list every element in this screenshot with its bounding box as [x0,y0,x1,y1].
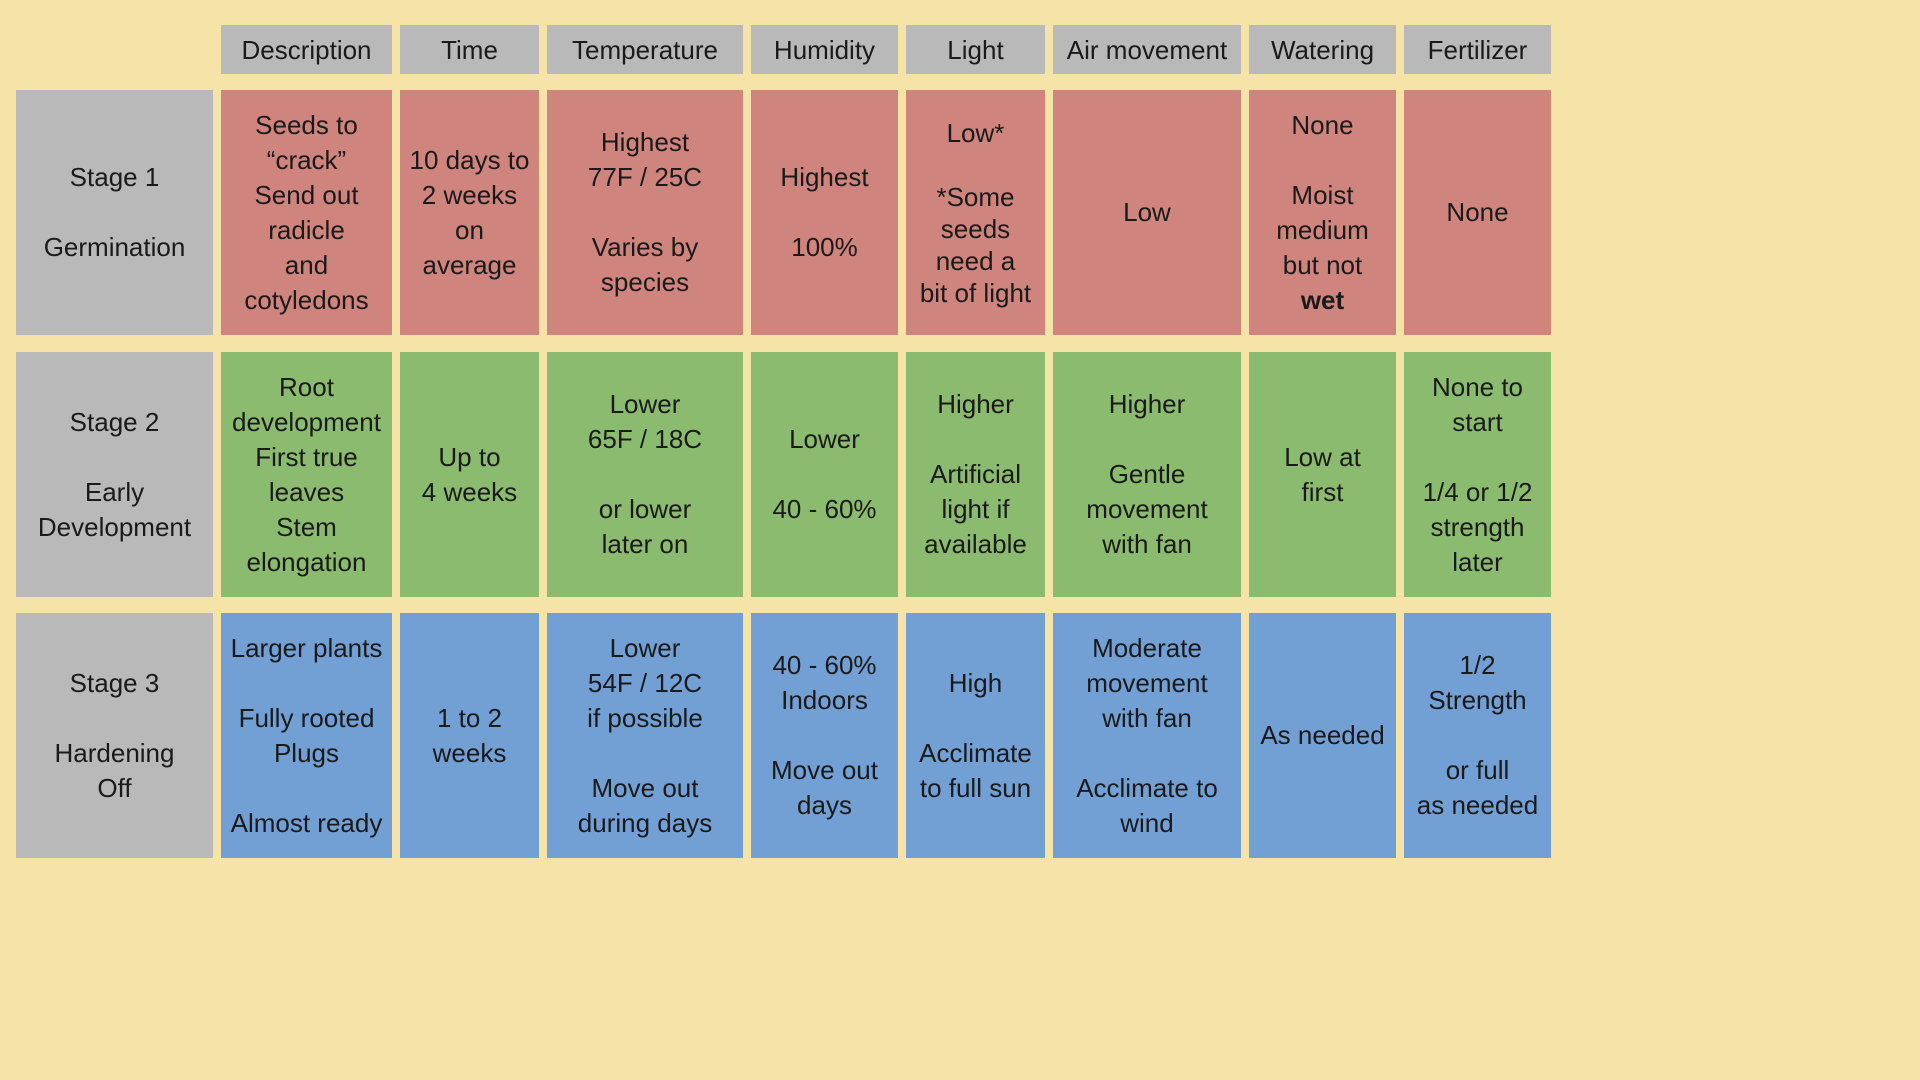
stage-2-watering: Low at first [1249,352,1396,597]
stage-3-label: Stage 3 Hardening Off [16,613,213,858]
stage-2-temperature: Lower 65F / 18C or lower later on [547,352,743,597]
stage-3-humidity: 40 - 60% Indoors Move out days [751,613,898,858]
stage-3-temperature: Lower 54F / 12C if possible Move out dur… [547,613,743,858]
stage-care-table: Description Time Temperature Humidity Li… [16,25,1551,858]
stage-1-light: Low* *Some seeds need a bit of light [906,90,1045,335]
stage-3-watering: As needed [1249,613,1396,858]
stage-1-air-movement: Low [1053,90,1241,335]
stage-1-label: Stage 1 Germination [16,90,213,335]
stage-1-watering: None Moist medium but not wet [1249,90,1396,335]
header-watering: Watering [1249,25,1396,74]
header-humidity: Humidity [751,25,898,74]
stage-1-description: Seeds to “crack” Send out radicle and co… [221,90,392,335]
stage-1-time: 10 days to 2 weeks on average [400,90,539,335]
stage-2-light: Higher Artificial light if available [906,352,1045,597]
stage-3-light: High Acclimate to full sun [906,613,1045,858]
header-temperature: Temperature [547,25,743,74]
stage-1-fertilizer: None [1404,90,1551,335]
stage-3-air-movement: Moderate movement with fan Acclimate to … [1053,613,1241,858]
header-time: Time [400,25,539,74]
stage-1-humidity: Highest 100% [751,90,898,335]
stage-2-air-movement: Higher Gentle movement with fan [1053,352,1241,597]
stage-2-time: Up to 4 weeks [400,352,539,597]
stage-3-fertilizer: 1/2 Strength or full as needed [1404,613,1551,858]
stage-2-label: Stage 2 Early Development [16,352,213,597]
stage-3-description: Larger plants Fully rooted Plugs Almost … [221,613,392,858]
stage-2-humidity: Lower 40 - 60% [751,352,898,597]
stage-1-watering-emphasis: wet [1300,284,1345,315]
header-light: Light [906,25,1045,74]
stage-2-fertilizer: None to start 1/4 or 1/2 strength later [1404,352,1551,597]
header-air-movement: Air movement [1053,25,1241,74]
stage-1-watering-main: None Moist medium but not [1276,109,1369,280]
header-fertilizer: Fertilizer [1404,25,1551,74]
stage-3-time: 1 to 2 weeks [400,613,539,858]
stage-2-description: Root development First true leaves Stem … [221,352,392,597]
stage-1-temperature: Highest 77F / 25C Varies by species [547,90,743,335]
header-description: Description [221,25,392,74]
stage-1-watering-text: None Moist medium but not wet [1276,108,1368,318]
